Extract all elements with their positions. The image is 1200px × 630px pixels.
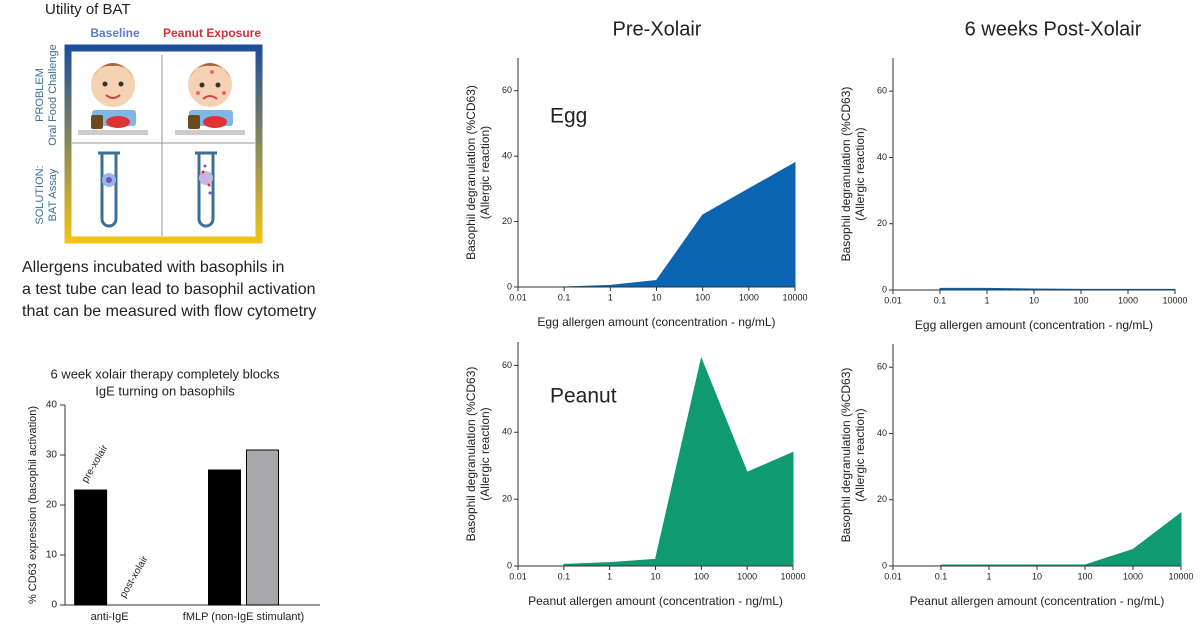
chart-title: 6 week xolair therapy completely blocks — [50, 366, 280, 381]
y-axis-label: (Allergic reaction) — [478, 407, 492, 500]
y-tick-label: 10 — [46, 550, 58, 561]
x-axis-label: Peanut allergen amount (concentration - … — [910, 594, 1165, 608]
chart-label: Peanut — [550, 385, 617, 408]
y-tick-label: 0 — [882, 560, 887, 570]
y-tick-label: 0 — [882, 284, 887, 294]
y-axis-label: (Allergic reaction) — [478, 126, 492, 219]
x-tick-label: 1 — [986, 571, 991, 581]
caption-line: a test tube can lead to basophil activat… — [22, 281, 316, 298]
y-tick-label: 20 — [502, 494, 512, 504]
chart-title: IgE turning on basophils — [95, 383, 235, 398]
x-tick-label: 10 — [1029, 295, 1039, 305]
y-tick-label: 0 — [51, 600, 57, 611]
y-tick-label: 60 — [502, 360, 512, 370]
x-tick-label: 0.1 — [558, 292, 571, 302]
x-tick-label: 100 — [1077, 571, 1092, 581]
x-tick-label: 0.1 — [934, 295, 947, 305]
y-tick-label: 20 — [46, 500, 58, 511]
x-tick-label: 10000 — [782, 292, 807, 302]
x-tick-label: 100 — [1073, 295, 1088, 305]
y-tick-label: 40 — [502, 427, 512, 437]
x-tick-label: 0.01 — [884, 295, 902, 305]
y-tick-label: 20 — [502, 216, 512, 226]
y-axis-label: Basophil degranulation (%CD63) — [464, 85, 478, 260]
y-axis-label: (Allergic reaction) — [853, 408, 867, 501]
y-tick-label: 0 — [507, 281, 512, 291]
row-label: PROBLEM — [34, 68, 46, 122]
chart-label: Egg — [550, 105, 587, 128]
y-axis-label: % CD63 expression (basophil activation) — [27, 406, 39, 604]
infographic — [64, 44, 263, 244]
x-tick-label: 1000 — [1123, 571, 1143, 581]
x-tick-label: 0.1 — [935, 571, 948, 581]
y-tick-label: 30 — [46, 450, 58, 461]
y-tick-label: 40 — [877, 428, 887, 438]
y-tick-label: 40 — [502, 151, 512, 161]
bar — [246, 449, 279, 606]
x-tick-label: 10000 — [1162, 295, 1187, 305]
column-label: Baseline — [90, 26, 140, 40]
x-tick-label: 1000 — [739, 292, 759, 302]
header-title: Utility of BAT — [45, 1, 131, 18]
x-tick-label: 100 — [695, 292, 710, 302]
x-tick-label: 10 — [651, 292, 661, 302]
area — [564, 161, 796, 288]
x-tick-label: fMLP (non-IgE stimulant) — [183, 611, 304, 623]
y-tick-label: 40 — [877, 152, 887, 162]
x-tick-label: 10000 — [1168, 571, 1193, 581]
y-tick-label: 60 — [502, 85, 512, 95]
y-tick-label: 40 — [46, 400, 58, 411]
y-axis-label: (Allergic reaction) — [853, 127, 867, 220]
x-tick-label: 1000 — [1118, 295, 1138, 305]
row-label: SOLUTION: — [34, 165, 46, 224]
x-tick-label: 0.1 — [558, 571, 571, 581]
column-label: Peanut Exposure — [163, 26, 261, 40]
x-axis-label: Egg allergen amount (concentration - ng/… — [537, 315, 775, 329]
x-tick-label: 10 — [650, 571, 660, 581]
x-axis-label: Egg allergen amount (concentration - ng/… — [915, 318, 1153, 332]
x-tick-label: 0.01 — [509, 292, 527, 302]
caption-line: Allergens incubated with basophils in — [22, 259, 284, 276]
y-tick-label: 0 — [507, 560, 512, 570]
x-tick-label: 1 — [608, 292, 613, 302]
column-title: Pre-Xolair — [613, 18, 702, 40]
caption-line: that can be measured with flow cytometry — [22, 303, 316, 320]
x-tick-label: 10 — [1032, 571, 1042, 581]
y-axis-label: Basophil degranulation (%CD63) — [839, 368, 853, 543]
x-tick-label: 1 — [607, 571, 612, 581]
x-tick-label: 0.01 — [884, 571, 902, 581]
x-tick-label: 10000 — [780, 571, 805, 581]
x-tick-label: 1 — [984, 295, 989, 305]
row-label: BAT Assay — [47, 168, 59, 221]
y-axis-label: Basophil degranulation (%CD63) — [839, 87, 853, 262]
y-tick-label: 20 — [877, 494, 887, 504]
y-tick-label: 60 — [877, 362, 887, 372]
x-tick-label: 0.01 — [509, 571, 527, 581]
bar — [208, 469, 241, 606]
x-tick-label: 1000 — [737, 571, 757, 581]
y-tick-label: 20 — [877, 218, 887, 228]
y-tick-label: 60 — [877, 86, 887, 96]
row-label: Oral Food Challenge — [47, 44, 59, 146]
column-title: 6 weeks Post-Xolair — [965, 18, 1142, 40]
x-tick-label: anti-IgE — [91, 611, 129, 623]
y-axis-label: Basophil degranulation (%CD63) — [464, 367, 478, 542]
bar — [74, 489, 108, 606]
x-tick-label: 100 — [694, 571, 709, 581]
x-axis-label: Peanut allergen amount (concentration - … — [528, 594, 783, 608]
